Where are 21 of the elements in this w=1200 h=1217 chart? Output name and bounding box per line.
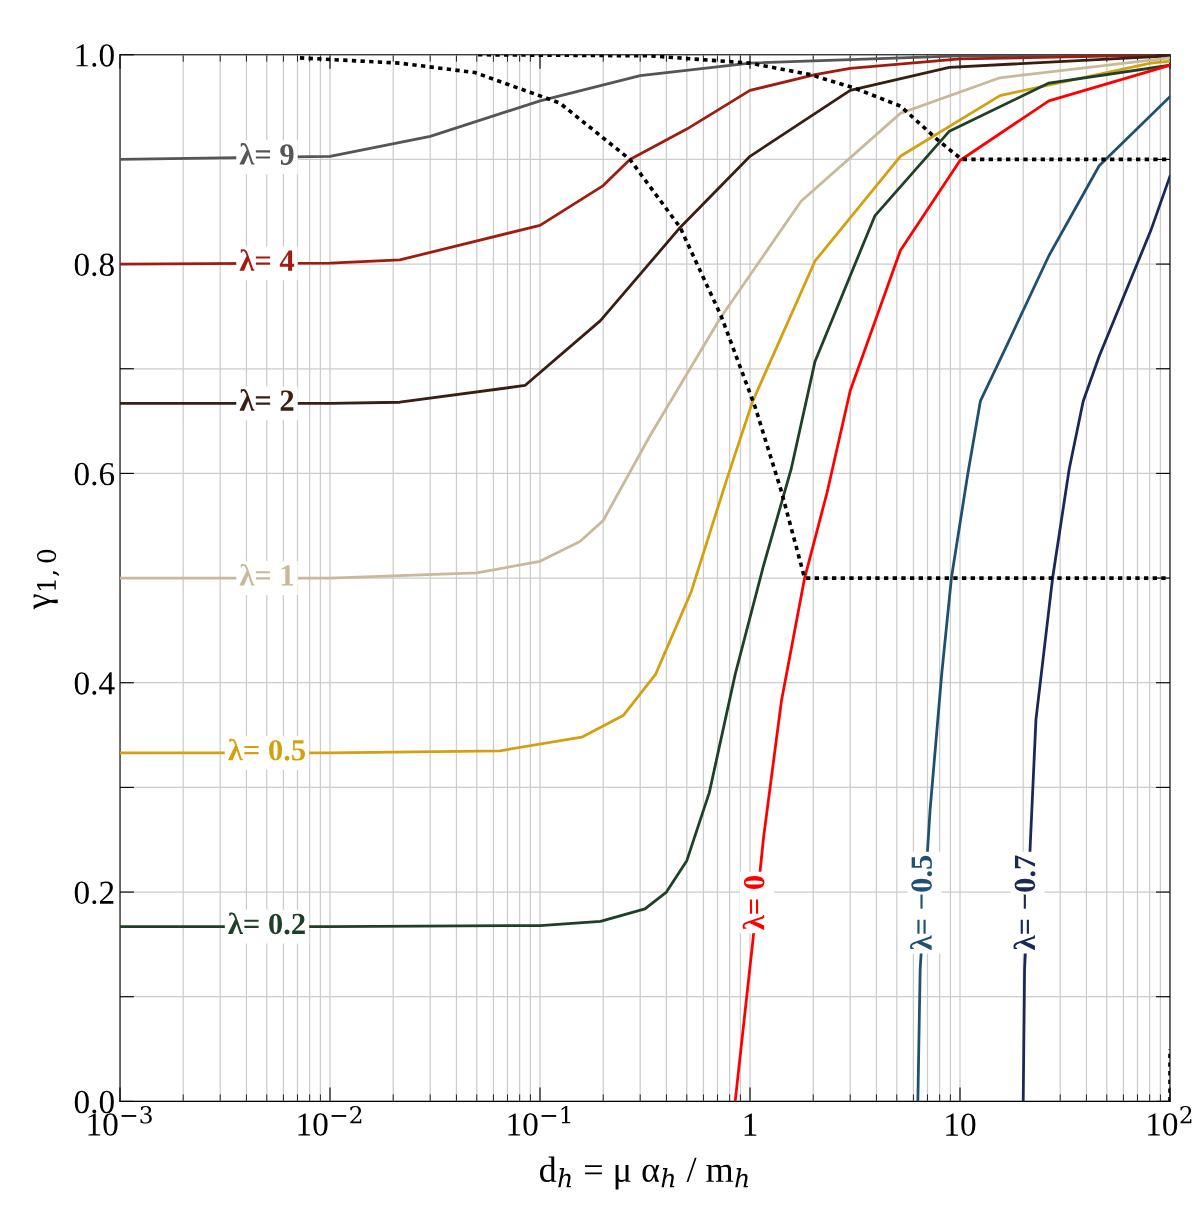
x-tick-label: 1 bbox=[744, 1113, 757, 1136]
x-axis-title: d$_{h}$ = μ α$_{h}$ / m$_{h}$ bbox=[539, 1156, 748, 1190]
series-label: λ= 4 bbox=[239, 249, 295, 271]
y-tick-label: 0.4 bbox=[74, 672, 115, 695]
y-tick-label: 0.8 bbox=[74, 253, 114, 277]
series-label: λ= 1 bbox=[239, 563, 294, 586]
series-label: λ= 0.5 bbox=[228, 738, 306, 761]
series-label: λ= 9 bbox=[239, 143, 294, 165]
x-tick-label: 10$^{−2}$ bbox=[298, 1105, 362, 1136]
x-tick-label: 10 bbox=[946, 1113, 976, 1136]
text: λ= −0.7 bbox=[1013, 855, 1036, 950]
text: λ= 0 bbox=[742, 876, 765, 930]
y-tick-label: 0.2 bbox=[74, 881, 114, 905]
y-tick-label: 1.0 bbox=[76, 44, 114, 67]
x-tick-label: 10$^{2}$ bbox=[1148, 1105, 1192, 1136]
series-label: λ= 0.2 bbox=[228, 912, 305, 935]
text: λ= −0.5 bbox=[910, 855, 933, 950]
series-label: λ= 2 bbox=[239, 389, 294, 411]
y-tick-label: 0.6 bbox=[74, 462, 115, 486]
y-axis-title: γ$_{1,0}$ bbox=[33, 549, 60, 610]
x-tick-label: 10$^{−1}$ bbox=[508, 1105, 571, 1136]
